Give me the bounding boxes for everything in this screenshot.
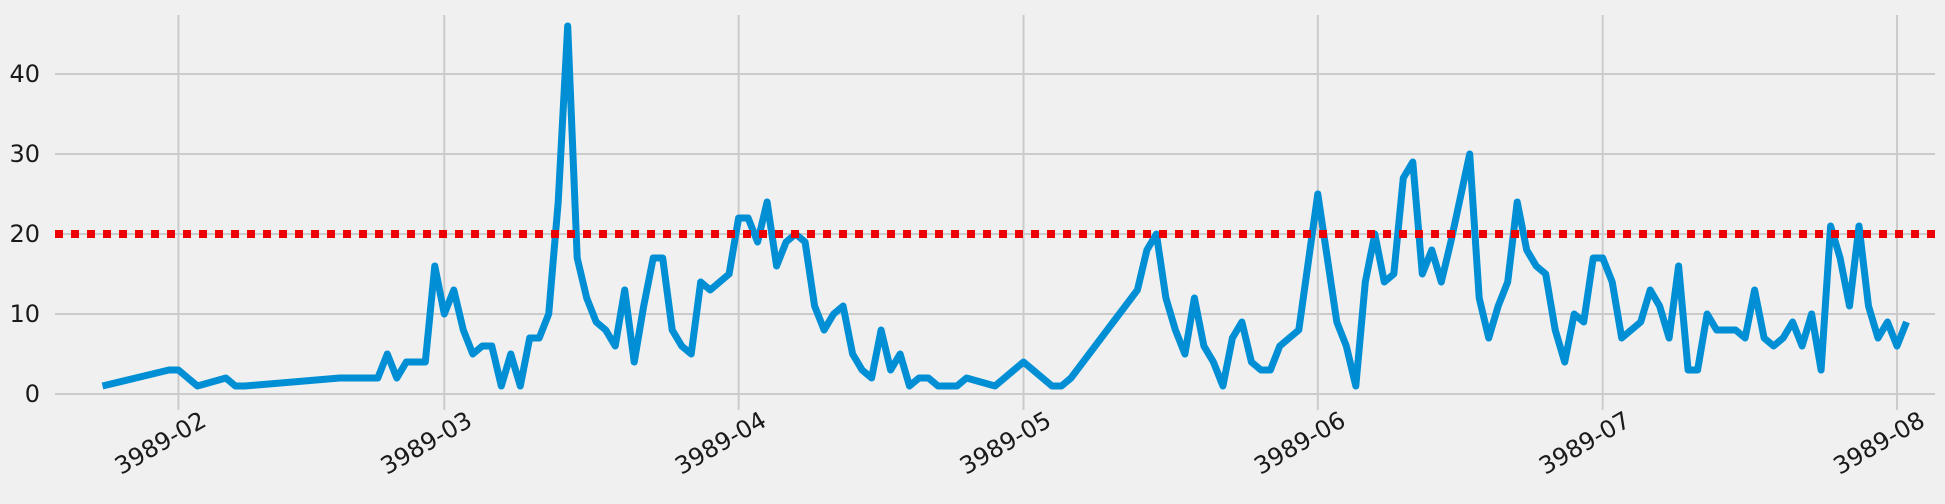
x-tick-label: 3989-04 [670,406,771,480]
x-tick-label: 3989-03 [376,406,477,480]
y-axis-ticks: 0 10 20 30 40 [9,60,40,408]
x-axis-ticks: 3989-02 3989-03 3989-04 3989-05 3989-06 3989-… [110,406,1929,480]
x-tick-label: 3989-06 [1249,406,1350,480]
y-tick-label: 20 [9,220,40,248]
x-tick-label: 3989-02 [110,406,211,480]
y-tick-label: 30 [9,140,40,168]
grid [55,15,1935,410]
series-layer [101,22,1910,390]
y-tick-label: 0 [25,380,40,408]
y-tick-label: 10 [9,300,40,328]
x-tick-label: 3989-08 [1829,406,1930,480]
x-tick-label: 3989-05 [955,406,1056,480]
series-line-0 [101,22,1910,390]
y-tick-label: 40 [9,60,40,88]
x-tick-label: 3989-07 [1534,406,1635,480]
